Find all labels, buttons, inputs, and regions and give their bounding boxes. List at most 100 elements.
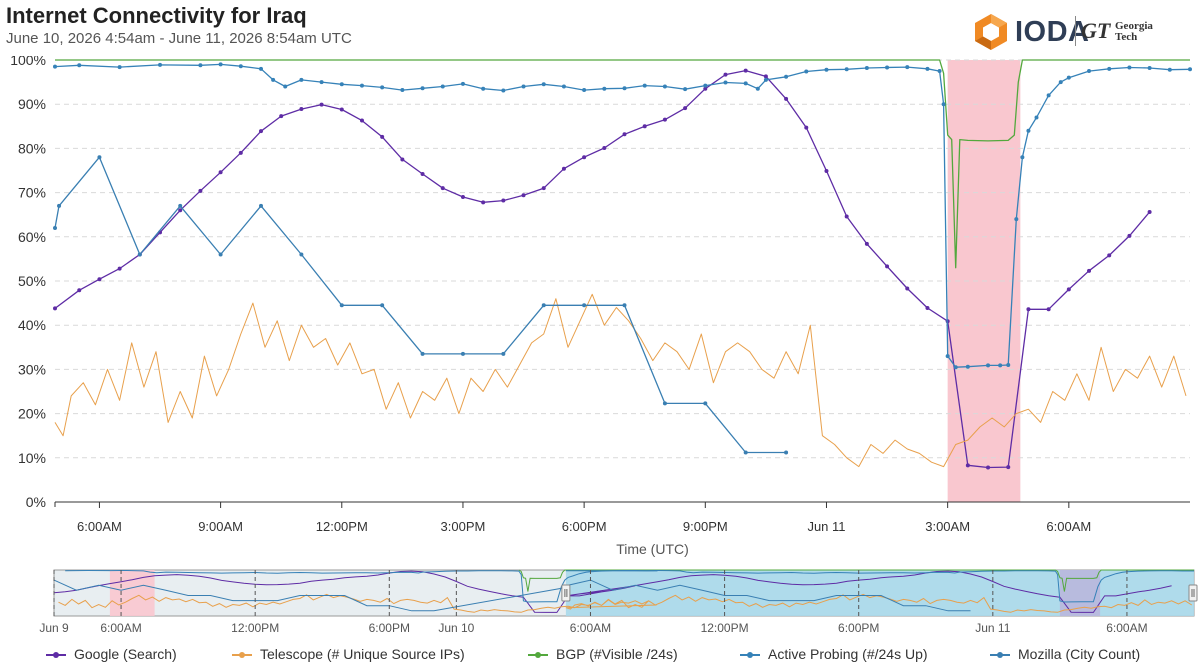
legend-label: Active Probing (#/24s Up) xyxy=(768,646,928,662)
navigator-tick-label: 12:00PM xyxy=(231,621,279,635)
data-point-google-search xyxy=(642,124,647,129)
data-point-google-search xyxy=(501,198,506,203)
data-point-mozilla-city-count xyxy=(299,252,304,257)
data-point-google-search xyxy=(561,166,566,171)
data-point-google-search xyxy=(339,107,344,112)
legend-item-mozilla-city-count[interactable]: Mozilla (City Count) xyxy=(990,646,1140,666)
navigator-tick-label: 6:00AM xyxy=(100,621,141,635)
data-point-active-probing-24s-up xyxy=(1058,80,1063,85)
ioda-georgia-tech-logo[interactable]: IODA GT Georgia Tech xyxy=(971,12,1186,52)
legend-marker-dot xyxy=(535,652,541,659)
data-point-google-search xyxy=(1107,253,1112,258)
x-tick-label: 3:00AM xyxy=(925,519,970,534)
data-point-active-probing-24s-up xyxy=(885,65,890,70)
legend-swatch xyxy=(528,652,548,659)
data-point-mozilla-city-count xyxy=(57,203,62,208)
data-point-active-probing-24s-up xyxy=(561,84,566,89)
data-point-google-search xyxy=(53,306,57,311)
data-point-google-search xyxy=(117,266,122,271)
x-tick-label: 6:00AM xyxy=(1046,519,1091,534)
y-tick-label: 100% xyxy=(10,56,46,68)
main-connectivity-chart[interactable]: 0% 10% 20% 30% 40% 50% 60% 70% 80% 90% 100% 6:00AM 9… xyxy=(0,56,1200,564)
y-tick-label: 40% xyxy=(18,317,46,333)
navigator-left-handle[interactable] xyxy=(561,584,571,602)
data-point-google-search xyxy=(198,188,203,193)
data-point-google-search xyxy=(622,132,627,137)
date-range-subtitle: June 10, 2026 4:54am - June 11, 2026 8:5… xyxy=(6,30,352,47)
navigator-outage-region xyxy=(1059,570,1101,616)
data-point-active-probing-24s-up xyxy=(986,363,991,368)
data-point-mozilla-city-count xyxy=(784,450,789,455)
data-point-mozilla-city-count xyxy=(53,225,57,230)
data-point-active-probing-24s-up xyxy=(420,86,425,91)
navigator-tick-label: 6:00PM xyxy=(369,621,410,635)
data-point-active-probing-24s-up xyxy=(1147,65,1152,70)
data-point-google-search xyxy=(784,96,789,101)
data-point-active-probing-24s-up xyxy=(804,69,809,74)
time-navigator[interactable]: Jun 9 6:00AM 12:00PM 6:00PM Jun 10 6:00AM 12:0… xyxy=(0,564,1200,644)
data-point-active-probing-24s-up xyxy=(1046,93,1051,98)
legend-item-bgp-visible-24s[interactable]: BGP (#Visible /24s) xyxy=(528,646,678,666)
x-tick-label: 9:00PM xyxy=(683,519,728,534)
data-point-active-probing-24s-up xyxy=(941,102,946,107)
data-point-mozilla-city-count xyxy=(339,303,344,308)
data-point-active-probing-24s-up xyxy=(662,84,667,89)
georgia-tech-name-line1: Georgia xyxy=(1115,20,1153,32)
data-point-active-probing-24s-up xyxy=(755,86,760,91)
data-point-mozilla-city-count xyxy=(501,351,506,356)
data-point-google-search xyxy=(723,72,728,77)
data-point-google-search xyxy=(238,150,243,155)
navigator-series-telescope-unique-source-ips xyxy=(58,593,1193,613)
series-telescope-unique-source-ips xyxy=(54,293,1187,468)
data-point-google-search xyxy=(97,277,102,282)
series-line-mozilla-city-count xyxy=(54,156,787,454)
data-point-google-search xyxy=(844,214,849,219)
data-point-google-search xyxy=(521,193,526,198)
y-tick-label: 30% xyxy=(18,361,46,377)
data-point-active-probing-24s-up xyxy=(158,62,163,67)
navigator-right-handle[interactable] xyxy=(1188,584,1198,602)
data-point-active-probing-24s-up xyxy=(271,77,276,82)
data-point-active-probing-24s-up xyxy=(905,65,910,70)
data-point-active-probing-24s-up xyxy=(238,64,243,69)
data-point-google-search xyxy=(440,186,445,191)
data-point-mozilla-city-count xyxy=(582,303,587,308)
legend-item-google-search[interactable]: Google (Search) xyxy=(46,646,177,666)
data-point-google-search xyxy=(1127,233,1132,238)
data-point-active-probing-24s-up xyxy=(1014,217,1019,222)
data-point-google-search xyxy=(420,172,425,177)
legend-item-active-probing-24s-up[interactable]: Active Probing (#/24s Up) xyxy=(740,646,928,666)
data-point-active-probing-24s-up xyxy=(945,354,950,359)
data-point-active-probing-24s-up xyxy=(117,65,122,70)
y-tick-label: 20% xyxy=(18,406,46,422)
data-point-active-probing-24s-up xyxy=(1188,67,1192,72)
data-point-google-search xyxy=(541,186,546,191)
data-point-active-probing-24s-up xyxy=(1066,75,1071,80)
data-point-google-search xyxy=(763,74,768,79)
legend-swatch xyxy=(232,652,252,659)
navigator-tick-label: 12:00PM xyxy=(701,621,749,635)
data-point-active-probing-24s-up xyxy=(925,66,930,71)
navigator-outage-region xyxy=(109,570,155,616)
x-tick-label: Jun 11 xyxy=(807,519,845,534)
legend-marker-dot xyxy=(239,652,245,659)
navigator-tick-label: 6:00PM xyxy=(838,621,879,635)
legend-swatch xyxy=(990,652,1010,659)
georgia-tech-name-line2: Tech xyxy=(1115,31,1138,43)
data-point-active-probing-24s-up xyxy=(283,84,288,89)
data-point-active-probing-24s-up xyxy=(937,69,942,74)
data-point-google-search xyxy=(178,208,183,213)
navigator-series-bgp-visible-24s xyxy=(518,569,1194,592)
legend-swatch xyxy=(740,652,760,659)
data-point-google-search xyxy=(602,145,607,150)
x-tick-label: 9:00AM xyxy=(198,519,243,534)
georgia-tech-mark: GT xyxy=(1081,18,1111,43)
data-point-active-probing-24s-up xyxy=(440,84,445,89)
data-point-active-probing-24s-up xyxy=(299,77,304,82)
navigator-series-google-search xyxy=(53,570,1172,613)
data-point-google-search xyxy=(986,465,991,470)
data-point-mozilla-city-count xyxy=(662,401,667,406)
legend-item-telescope-unique-source-ips[interactable]: Telescope (# Unique Source IPs) xyxy=(232,646,465,666)
data-point-active-probing-24s-up xyxy=(481,86,486,91)
series-mozilla-city-count xyxy=(53,155,789,455)
